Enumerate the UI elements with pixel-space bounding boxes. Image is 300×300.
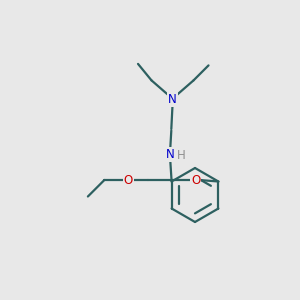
Text: O: O	[124, 173, 133, 187]
Text: N: N	[168, 93, 177, 106]
Text: O: O	[191, 173, 200, 187]
Text: H: H	[177, 149, 186, 162]
Text: N: N	[166, 148, 175, 161]
